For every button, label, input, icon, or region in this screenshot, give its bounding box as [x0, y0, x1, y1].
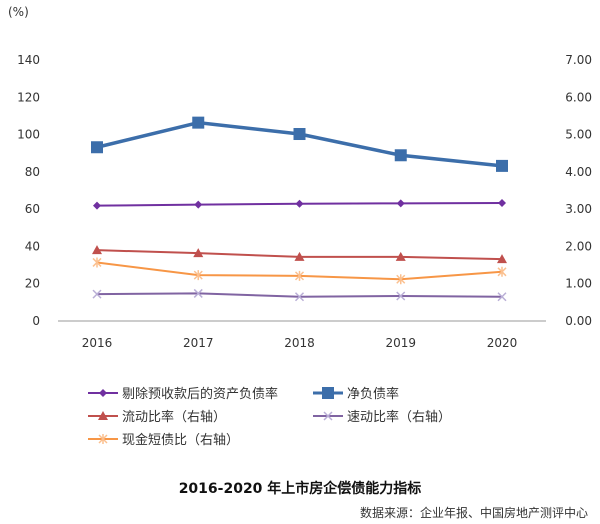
data-point	[497, 266, 507, 277]
x-tick-label: 2017	[183, 336, 214, 350]
data-point	[496, 159, 508, 172]
data-point	[192, 116, 205, 129]
legend-label: 净负债率	[347, 387, 400, 402]
series-4	[92, 257, 507, 285]
legend-swatch	[88, 388, 118, 397]
data-source: 数据来源：企业年报、中国房地产测评中心	[359, 506, 588, 520]
data-point	[194, 200, 203, 209]
legend-swatch	[88, 410, 118, 420]
data-point	[91, 141, 103, 154]
data-point	[294, 292, 305, 302]
legend-item: 净负债率	[313, 383, 399, 402]
y-right-tick-label: 5.00	[565, 128, 592, 142]
chart: (%) 0 20 40 60 80 100 120 140 0.00 1.00 2.00 3.00 4.…	[8, 5, 592, 350]
data-point	[93, 201, 101, 210]
legend-label: 速动比率（右轴）	[347, 410, 452, 425]
data-point	[394, 149, 407, 162]
data-point	[396, 274, 406, 285]
data-point	[498, 198, 506, 207]
y-right-tick-label: 2.00	[565, 239, 592, 253]
data-point	[293, 128, 306, 141]
legend-swatch	[313, 410, 343, 421]
legend-swatch	[88, 433, 118, 444]
y-right-tick-label: 4.00	[565, 165, 592, 179]
y-right-tick-label: 0.00	[565, 314, 592, 328]
legend-label: 现金短债比（右轴）	[122, 433, 240, 448]
x-tick-label: 2020	[487, 336, 518, 350]
data-point	[396, 199, 405, 208]
legend-label: 流动比率（右轴）	[122, 410, 227, 425]
data-point	[295, 199, 304, 208]
y-left-tick-label: 120	[17, 90, 40, 104]
legend-item: 速动比率（右轴）	[313, 406, 451, 425]
data-point	[92, 257, 102, 268]
data-point	[92, 245, 102, 255]
y-left-tick-label: 20	[25, 277, 40, 291]
data-point	[294, 251, 305, 261]
y-left-tick-label: 60	[25, 202, 40, 216]
series-1	[91, 116, 508, 172]
x-tick-label: 2019	[385, 336, 416, 350]
y-left-tick-label: 80	[25, 165, 40, 179]
y-right-tick-label: 3.00	[565, 202, 592, 216]
series-0	[93, 198, 506, 210]
y-right-tick-label: 1.00	[565, 277, 592, 291]
x-tick-label: 2016	[82, 336, 113, 350]
series-2	[92, 245, 507, 264]
data-point	[395, 251, 406, 261]
y-right-tick-label: 7.00	[565, 53, 592, 67]
y-left-tick-label: 40	[25, 239, 40, 253]
y-unit-label: (%)	[8, 5, 29, 19]
legend-label: 剔除预收款后的资产负债率	[122, 387, 279, 402]
y-left-tick-label: 100	[17, 128, 40, 142]
legend-item: 现金短债比（右轴）	[88, 429, 239, 448]
data-point	[294, 270, 305, 281]
data-point	[497, 292, 507, 302]
y-right-tick-label: 6.00	[565, 90, 592, 104]
x-tick-label: 2018	[284, 336, 315, 350]
chart-title: 2016-2020 年上市房企偿债能力指标	[178, 481, 422, 497]
legend-item: 剔除预收款后的资产负债率	[88, 383, 278, 402]
y-left-tick-label: 140	[17, 53, 40, 67]
data-point	[396, 291, 406, 301]
data-point	[193, 248, 204, 258]
data-point	[497, 254, 507, 264]
data-point	[193, 270, 203, 281]
legend-item: 流动比率（右轴）	[88, 406, 226, 425]
series-3	[92, 288, 507, 302]
legend-swatch	[313, 386, 343, 399]
y-left-tick-label: 0	[32, 314, 40, 328]
data-point	[92, 289, 102, 299]
data-point	[193, 288, 203, 298]
